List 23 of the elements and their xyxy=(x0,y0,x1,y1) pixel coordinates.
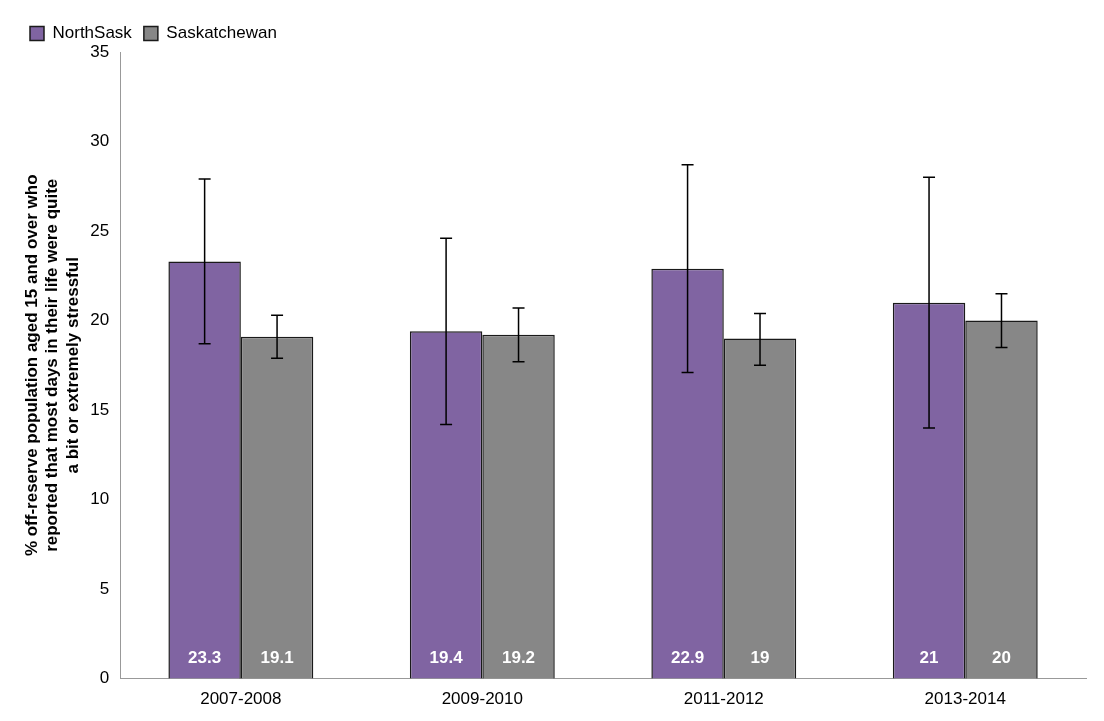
x-tick-label: 2013-2014 xyxy=(924,689,1006,709)
data-label: 20 xyxy=(992,648,1011,668)
y-tick-label: 20 xyxy=(90,310,110,330)
data-label: 22.9 xyxy=(671,648,705,668)
data-label: 19.4 xyxy=(429,648,464,668)
x-tick-label: 2007-2008 xyxy=(200,689,282,709)
y-tick-label: 30 xyxy=(90,131,110,151)
x-tick-label: 2009-2010 xyxy=(441,689,523,709)
x-tick-label: 2011-2012 xyxy=(683,689,764,709)
legend-label: Saskatchewan xyxy=(166,23,277,43)
y-tick-label: 35 xyxy=(90,41,110,61)
data-label: 23.3 xyxy=(188,648,222,668)
data-label: 21 xyxy=(919,648,939,668)
y-tick-label: 15 xyxy=(90,399,110,419)
data-label: 19 xyxy=(750,648,770,668)
y-tick-label: 25 xyxy=(90,220,110,240)
y-tick-label: 5 xyxy=(99,578,110,598)
y-tick-label: 0 xyxy=(99,668,110,688)
y-axis-title: % off-reserve population aged 15 and over who reported that most days in their life were quite a bit or extremely stressful xyxy=(21,174,82,557)
legend-label: NorthSask xyxy=(52,23,133,43)
data-label: 19.2 xyxy=(501,648,536,668)
y-tick-label: 10 xyxy=(90,489,110,509)
data-label: 19.1 xyxy=(260,648,294,668)
